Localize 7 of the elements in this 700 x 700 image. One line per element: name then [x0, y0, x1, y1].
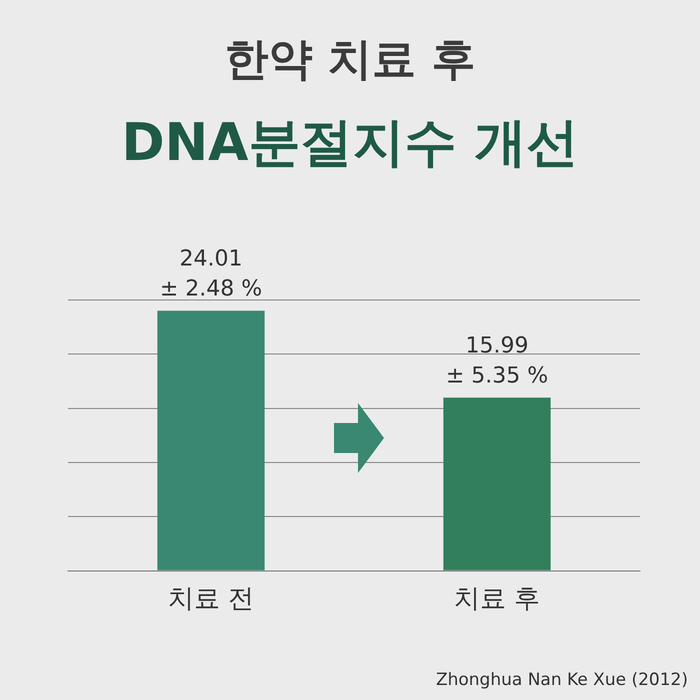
text: Zhonghua Nan Ke Xue (2012) — [436, 670, 688, 690]
chart-subtitle: DNA분절지수 개선 — [120, 112, 580, 175]
x-tick-label: 치료 전 — [168, 584, 254, 614]
chart-title: 한약 치료 후 — [224, 33, 476, 87]
data-label: 24.01 ± 2.48 % — [160, 246, 262, 302]
x-tick-label: 치료 후 — [454, 584, 540, 614]
data-label: 15.99 ± 5.35 % — [446, 333, 548, 388]
